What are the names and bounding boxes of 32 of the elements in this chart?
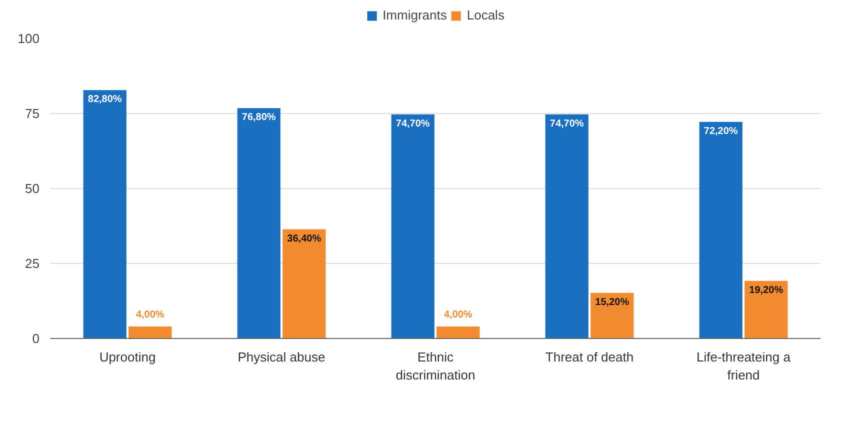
x-tick-label: Physical abuse xyxy=(238,350,326,364)
bar xyxy=(744,280,788,338)
y-tick-label: 0 xyxy=(32,331,40,346)
legend-label: Immigrants xyxy=(382,8,447,22)
bar xyxy=(590,292,634,338)
bar xyxy=(436,326,480,338)
data-label: 76,80% xyxy=(242,112,276,124)
bar xyxy=(282,229,326,338)
bar xyxy=(83,90,126,338)
x-tick-label: Life-threateing a friend xyxy=(696,350,792,382)
data-label: 19,20% xyxy=(749,284,784,296)
bar xyxy=(391,114,434,338)
data-label: 36,40% xyxy=(287,233,322,244)
data-label: 15,20% xyxy=(595,296,630,308)
legend-label: Locals xyxy=(466,8,504,22)
data-label: 72,20% xyxy=(704,126,738,137)
y-tick-label: 75 xyxy=(25,106,40,121)
y-tick-label: 100 xyxy=(18,31,40,46)
data-label: 82,80% xyxy=(88,94,122,106)
y-tick-label: 25 xyxy=(25,256,40,271)
data-label: 4,00% xyxy=(444,310,472,320)
data-label: 74,70% xyxy=(396,118,430,130)
x-tick-label: Threat of death xyxy=(545,350,634,364)
data-label: 74,70% xyxy=(550,118,584,130)
bar xyxy=(545,114,588,338)
bar xyxy=(237,108,280,338)
data-label: 4,00% xyxy=(136,310,164,320)
y-tick-label: 50 xyxy=(25,181,40,196)
x-tick-label: Ethnic discrimination xyxy=(396,350,476,382)
bar xyxy=(128,326,172,338)
bar xyxy=(699,122,742,338)
x-tick-label: Uprooting xyxy=(99,350,156,364)
